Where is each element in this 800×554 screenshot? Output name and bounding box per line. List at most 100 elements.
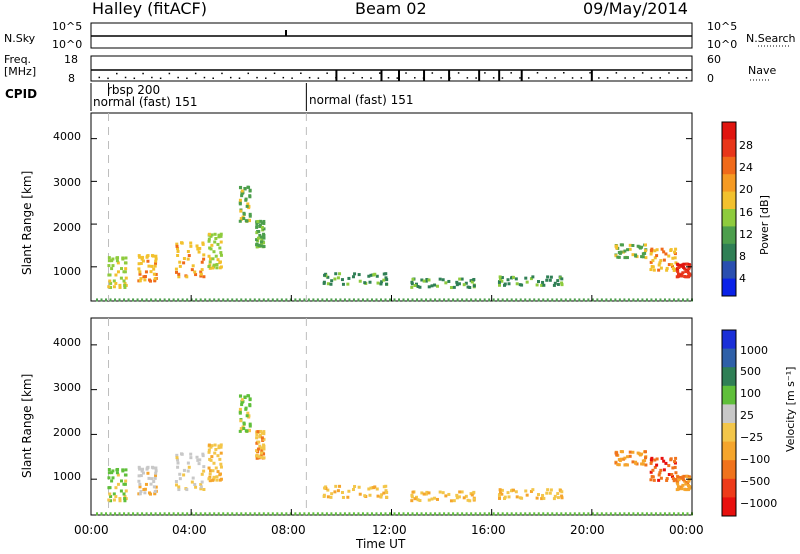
power-panel-ground-cell bbox=[294, 298, 297, 302]
power-panel-ground-cell bbox=[609, 298, 612, 302]
velocity-panel-ground-cell bbox=[280, 512, 283, 516]
power-panel-ground-cell bbox=[325, 298, 328, 302]
power-panel-cell bbox=[120, 267, 124, 271]
power-panel-cell bbox=[674, 261, 678, 265]
velocity-panel-cell bbox=[257, 455, 261, 459]
power-panel-ground-cell bbox=[438, 298, 441, 302]
velocity-panel-cell bbox=[200, 472, 204, 476]
velocity-panel-cell bbox=[686, 474, 690, 478]
velocity-panel-cell bbox=[200, 480, 204, 484]
velocity-panel-cell bbox=[262, 437, 266, 441]
velocity-panel-cell bbox=[239, 419, 243, 423]
power-panel-cell bbox=[447, 279, 451, 283]
power-panel-cell bbox=[653, 249, 657, 253]
velocity-panel-cell bbox=[380, 493, 384, 497]
power-panel-cell bbox=[118, 283, 122, 287]
velocity-panel-cell bbox=[124, 468, 128, 472]
velocity-panel-cell bbox=[326, 488, 330, 492]
power-panel-cell bbox=[122, 270, 126, 274]
velocity-panel-cell bbox=[255, 433, 259, 437]
power-panel-cell bbox=[142, 275, 146, 279]
nave-point bbox=[405, 72, 407, 74]
date-title: 09/May/2014 bbox=[583, 0, 688, 18]
power-panel-cell bbox=[549, 275, 553, 279]
power-panel-cell bbox=[242, 217, 246, 221]
power-panel-cell bbox=[240, 217, 244, 221]
power-panel-cell bbox=[674, 247, 678, 251]
power-panel-cell bbox=[322, 281, 326, 285]
velocity-panel-cell bbox=[667, 464, 671, 468]
power-panel-ground-cell bbox=[289, 298, 292, 302]
noise-left-label: N.Sky bbox=[4, 32, 36, 45]
velocity-panel-ground-cell bbox=[217, 512, 220, 516]
velocity-panel-ground-cell bbox=[573, 512, 576, 516]
power-panel-cell bbox=[623, 256, 627, 260]
power-panel-cell bbox=[369, 273, 373, 277]
velocity-panel-ground-cell bbox=[96, 512, 99, 516]
nave-point bbox=[606, 77, 609, 79]
power-panel-ground-cell bbox=[501, 298, 504, 302]
velocity-panel-cell bbox=[468, 499, 472, 503]
velocity-panel-cell bbox=[187, 465, 191, 469]
power-panel-ground-cell bbox=[339, 298, 342, 302]
power-panel-cell bbox=[193, 270, 197, 274]
power-panel-ground-cell bbox=[357, 298, 360, 302]
power-panel-cell bbox=[175, 244, 179, 248]
velocity-panel-cell bbox=[384, 484, 388, 488]
velocity-panel-cell bbox=[614, 451, 618, 455]
power-panel-cell bbox=[141, 259, 145, 263]
velocity-panel-ground-cell bbox=[109, 512, 112, 516]
nave-point bbox=[536, 72, 539, 74]
velocity-panel-ground-cell bbox=[443, 512, 446, 516]
velocity-panel-cell bbox=[545, 491, 549, 495]
velocity-panel-cell bbox=[207, 477, 211, 481]
power-panel-ground-cell bbox=[204, 298, 207, 302]
power-panel-cell bbox=[218, 261, 222, 265]
power-panel-cell bbox=[614, 244, 618, 248]
velocity-panel-cell bbox=[139, 474, 143, 478]
velocity-panel-cell bbox=[427, 498, 431, 502]
velocity-panel-cell bbox=[137, 465, 141, 469]
power-panel-ground-cell bbox=[154, 298, 157, 302]
velocity-panel-cell bbox=[506, 491, 510, 495]
velocity-panel-ground-cell bbox=[303, 512, 306, 516]
velocity-panel-cell bbox=[560, 494, 564, 498]
power-panel-cell bbox=[652, 268, 656, 272]
velocity-panel-cell bbox=[351, 488, 355, 492]
velocity-panel-ground-cell bbox=[641, 512, 644, 516]
velocity-panel-ground-cell bbox=[330, 512, 333, 516]
power-panel-cell bbox=[211, 266, 215, 270]
velocity-panel-ground-cell bbox=[348, 512, 351, 516]
power-cb-tick-16: 16 bbox=[739, 206, 753, 219]
power-panel-cell bbox=[248, 214, 252, 218]
power-panel-ground-cell bbox=[181, 298, 184, 302]
velocity-panel-ground-cell bbox=[416, 512, 419, 516]
velocity-panel-ground-cell bbox=[172, 512, 175, 516]
velocity-panel-cell bbox=[634, 460, 638, 464]
power-panel-cell bbox=[410, 280, 414, 284]
power-panel-cell bbox=[210, 243, 214, 247]
power-panel-cell bbox=[424, 279, 428, 283]
nave-point bbox=[624, 77, 626, 79]
velocity-panel-cell bbox=[176, 458, 180, 462]
power-panel-ground-cell bbox=[398, 298, 401, 302]
power-panel-ground-cell bbox=[109, 298, 112, 302]
velocity-panel-cell bbox=[674, 478, 678, 482]
velocity-panel-cell bbox=[218, 457, 222, 461]
velocity-panel-cell bbox=[219, 477, 223, 481]
velocity-panel-cell bbox=[684, 482, 688, 486]
power-panel-ground-cell bbox=[578, 298, 581, 302]
velocity-panel-cell bbox=[258, 429, 262, 433]
power-panel-cell bbox=[650, 265, 654, 269]
nave-point bbox=[466, 77, 469, 79]
velocity-panel-cell bbox=[658, 471, 662, 475]
velocity-panel-cell bbox=[382, 491, 386, 495]
power-panel-cell bbox=[548, 278, 552, 282]
power-panel-cell bbox=[256, 236, 260, 240]
power-panel-cell bbox=[258, 219, 262, 223]
power-panel-ground-cell bbox=[654, 298, 657, 302]
power-panel-cell bbox=[189, 244, 193, 248]
velocity-panel-cell bbox=[121, 468, 125, 472]
velocity-panel-cell bbox=[214, 466, 218, 470]
nave-point bbox=[387, 77, 390, 79]
